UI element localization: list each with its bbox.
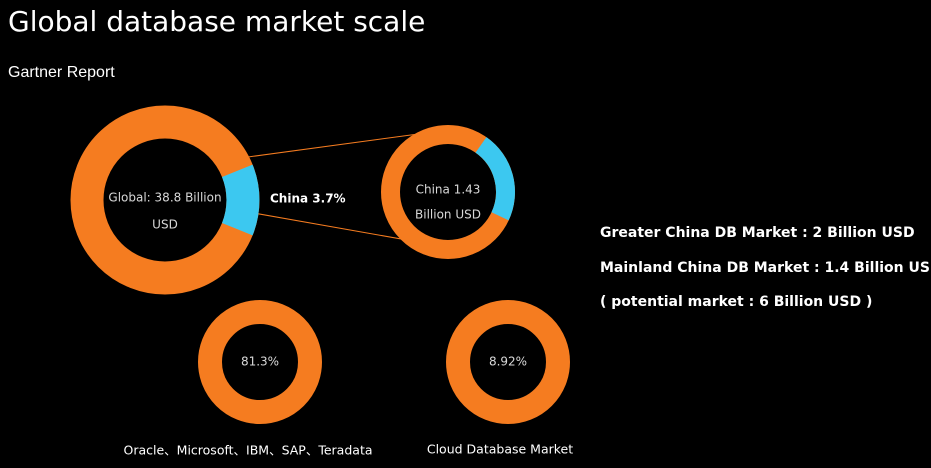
caption: Oracle、Microsoft、IBM、SAP、Teradata — [123, 443, 372, 458]
callout: China 3.7% — [270, 192, 346, 206]
caption: Cloud Database Market — [427, 442, 573, 457]
note: Greater China DB Market : 2 Billion USD — [600, 225, 915, 241]
note: Mainland China DB Market : 1.4 Billion U… — [600, 260, 931, 276]
donut-label: China 1.43 — [416, 183, 481, 197]
donut-label: USD — [152, 218, 178, 232]
donut-label: Global: 38.8 Billion — [108, 191, 221, 205]
donut-label: 81.3% — [241, 355, 279, 369]
donut-label: Billion USD — [415, 208, 481, 222]
donut-ring — [446, 300, 570, 424]
donut-segment — [475, 137, 515, 221]
donut-label: 8.92% — [489, 355, 527, 369]
note: ( potential market : 6 Billion USD ) — [600, 294, 872, 310]
subtitle: Gartner Report — [8, 64, 115, 81]
donut-segment — [221, 164, 260, 236]
title: Global database market scale — [8, 5, 425, 38]
donut-ring — [198, 300, 322, 424]
